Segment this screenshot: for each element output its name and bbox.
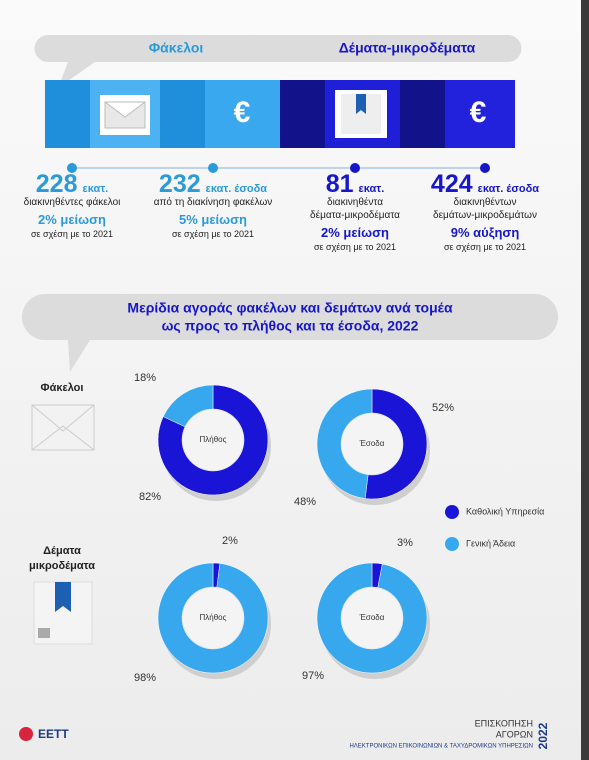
footer-title: ΑΓΟΡΩΝ: [496, 729, 533, 739]
stat-head: 424 εκατ. έσοδα: [410, 172, 560, 197]
value-label: 82%: [139, 491, 161, 503]
section-bubble: [22, 294, 558, 372]
stat-desc: δεμάτων-μικροδεμάτων: [433, 210, 537, 221]
stat-unit: εκατ.: [82, 183, 109, 195]
stat-note: σε σχέση με το 2021: [313, 242, 397, 252]
stat-head: 81 εκατ.: [280, 172, 430, 197]
stat-head: 228 εκατ.: [0, 172, 147, 197]
donut-segment: [316, 562, 428, 674]
value-label: 2%: [222, 535, 238, 547]
timeline-dot: [480, 163, 490, 173]
donut-hole: [182, 587, 244, 649]
stat-number: 232: [158, 170, 201, 198]
value-label: 3%: [397, 537, 413, 549]
banner: [445, 80, 515, 148]
footer-year: 2022: [536, 722, 550, 749]
stat-unit: εκατ. έσοδα: [477, 183, 540, 195]
header-bubble: [34, 35, 522, 88]
envelope-icon: [31, 404, 95, 451]
value-label: 98%: [134, 672, 156, 684]
donut-hole: [341, 587, 403, 649]
donut-segment: [316, 388, 373, 499]
row-label: Δέματα: [43, 545, 81, 557]
donut-segment: [364, 388, 428, 500]
logo: ΕΕΤΤ: [38, 727, 69, 741]
stat: 228 εκατ. διακινηθέντες φάκελοι 2% μείωση σε…: [0, 172, 147, 241]
stat-change: 5% μείωση: [179, 212, 247, 227]
edge: [581, 0, 589, 760]
legend-swatch: [445, 505, 459, 519]
box-ribbon: [55, 582, 71, 612]
legend-swatch: [445, 537, 459, 551]
center-label: Πλήθος: [200, 435, 227, 444]
row-label: Φάκελοι: [41, 382, 84, 394]
value-label: 48%: [294, 496, 316, 508]
stat-change: 2% μείωση: [38, 212, 106, 227]
stat-head: 232 εκατ. έσοδα: [138, 172, 288, 197]
section-title: Μερίδια αγοράς φακέλων και δεμάτων ανά τ…: [127, 300, 453, 316]
box-label: [38, 628, 50, 638]
stat-desc: δέματα-μικροδέματα: [310, 210, 400, 221]
banner: [205, 80, 280, 148]
stat-number: 81: [325, 170, 354, 198]
donut-segment: [157, 562, 269, 674]
donut-hole: [182, 409, 244, 471]
stat-note: σε σχέση με το 2021: [443, 242, 527, 252]
stat: 232 εκατ. έσοδα από τη διακίνηση φακέλων 5%…: [138, 172, 288, 241]
stat-desc: από τη διακίνηση φακέλων: [153, 197, 273, 208]
timeline-dot: [208, 163, 218, 173]
stat-note: σε σχέση με το 2021: [171, 229, 255, 239]
stat-number: 228: [35, 170, 78, 198]
stat-unit: εκατ.: [358, 183, 385, 195]
section-title: ως προς το πλήθος και τα έσοδα, 2022: [162, 318, 419, 334]
stat-desc: διακινηθέντων: [453, 197, 517, 208]
banner: [45, 80, 90, 148]
envelope-icon: [104, 101, 146, 129]
stat-change: 2% μείωση: [321, 225, 389, 240]
euro-icon: €: [470, 96, 487, 129]
timeline-dot: [350, 163, 360, 173]
legend-label: Καθολική Υπηρεσία: [466, 506, 544, 516]
value-label: 97%: [302, 670, 324, 682]
stat-unit: εκατ. έσοδα: [205, 183, 268, 195]
banner: [160, 80, 205, 148]
stat: 81 εκατ. διακινηθέντα δέματα-μικροδέματα 2% …: [280, 172, 430, 254]
stat-change: 9% αύξηση: [450, 225, 520, 240]
header-left: Φάκελοι: [149, 40, 204, 56]
value-label: 18%: [134, 372, 156, 384]
donut-segment: [157, 384, 269, 496]
legend-label: Γενική Άδεια: [466, 538, 515, 548]
center-label: Έσοδα: [359, 439, 385, 448]
stat: 424 εκατ. έσοδα διακινηθέντων δεμάτων-μικρο…: [410, 172, 560, 254]
header-right: Δέματα-μικροδέματα: [339, 40, 476, 56]
value-label: 52%: [432, 402, 454, 414]
donut-segment: [162, 384, 214, 428]
stat-number: 424: [430, 170, 473, 198]
banner: [400, 80, 445, 148]
timeline-dot: [67, 163, 77, 173]
logo-mark: [19, 727, 33, 741]
donut-hole: [341, 413, 403, 475]
stat-desc: διακινηθέντες φάκελοι: [23, 197, 121, 208]
center-label: Έσοδα: [359, 613, 385, 622]
euro-icon: €: [234, 96, 251, 129]
banner: [280, 80, 325, 148]
footer-subtitle: ΗΛΕΚΤΡΟΝΙΚΩΝ ΕΠΙΚΟΙΝΩΝΙΩΝ & ΤΑΧΥΔΡΟΜΙΚΩΝ…: [349, 744, 533, 750]
box-ribbon: [356, 94, 366, 114]
stat-desc: διακινηθέντα: [327, 197, 383, 208]
stat-note: σε σχέση με το 2021: [30, 229, 114, 239]
footer-title: ΕΠΙΣΚΟΠΗΣΗ: [475, 718, 533, 728]
center-label: Πλήθος: [200, 613, 227, 622]
row-label: μικροδέματα: [29, 560, 95, 572]
